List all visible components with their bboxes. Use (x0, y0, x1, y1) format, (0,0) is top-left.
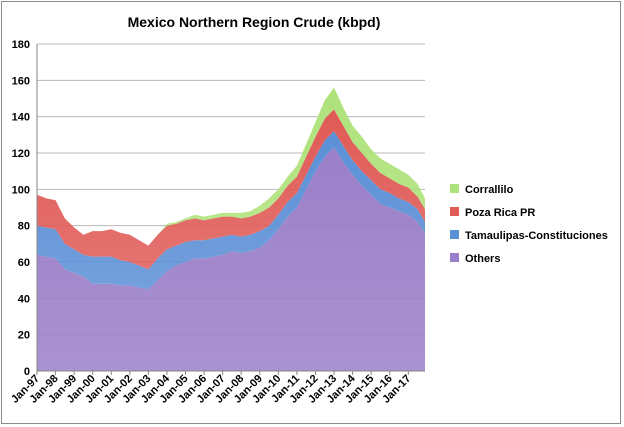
y-tick-label: 140 (12, 112, 30, 124)
chart-title: Mexico Northern Region Crude (kbpd) (128, 14, 381, 30)
y-tick-labels: 0 20 40 60 80 100 120 140 160 180 (12, 39, 30, 378)
y-tick-label: 160 (12, 75, 30, 87)
area-tamaulipas-constituciones (37, 131, 425, 290)
area-series (37, 87, 425, 371)
legend: Corrallilo Poza Rica PR Tamaulipas-Constit… (450, 184, 608, 265)
legend-swatch-corrallilo (450, 184, 459, 193)
legend-swatch-poza-rica-pr (450, 207, 459, 216)
y-tick-label: 100 (12, 184, 30, 196)
legend-label-corrallilo: Corrallilo (465, 184, 514, 196)
y-tick-label: 120 (12, 148, 30, 160)
legend-swatch-others (450, 253, 459, 262)
legend-label-others: Others (465, 253, 500, 265)
y-tick-label: 0 (24, 366, 30, 378)
y-tick-label: 80 (18, 221, 30, 233)
legend-label-tamaulipas-constituciones: Tamaulipas-Constituciones (465, 230, 608, 242)
area-others (37, 147, 425, 371)
area-corrallilo (37, 87, 425, 246)
y-tick-label: 40 (18, 293, 30, 305)
y-tick-label: 60 (18, 257, 30, 269)
y-tick-label: 20 (18, 330, 30, 342)
x-tick-labels: Jan-97Jan-98Jan-99Jan-00Jan-01Jan-02Jan-… (9, 371, 413, 406)
y-tick-label: 180 (12, 39, 30, 51)
axes (36, 44, 425, 372)
legend-swatch-tamaulipas-constituciones (450, 230, 459, 239)
legend-label-poza-rica-pr: Poza Rica PR (465, 207, 535, 219)
